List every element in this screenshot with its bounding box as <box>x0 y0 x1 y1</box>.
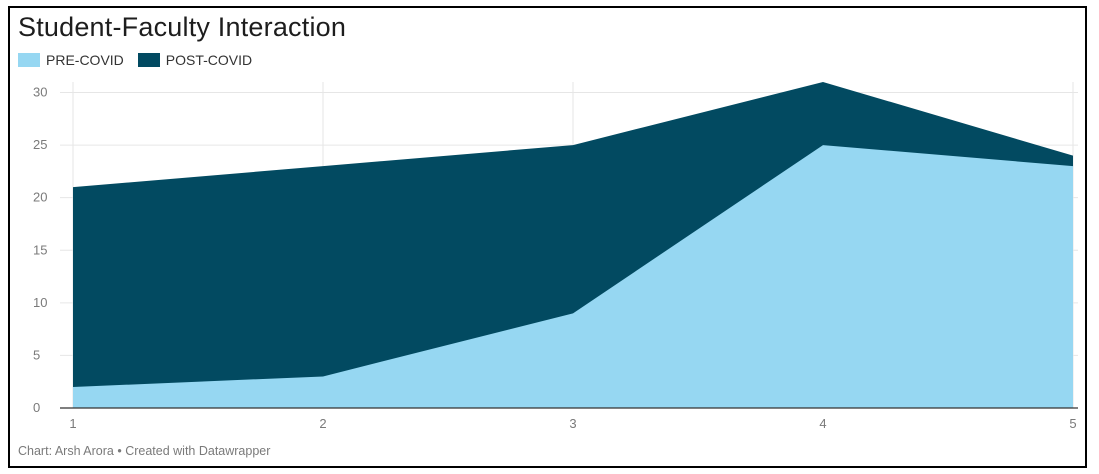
x-tick-label-2: 2 <box>319 416 326 431</box>
legend-item-post-covid: POST-COVID <box>137 52 253 68</box>
y-tick-label-25: 25 <box>33 137 47 152</box>
legend-item-pre-covid: PRE-COVID <box>18 52 124 68</box>
legend-swatch-pre-covid <box>18 53 40 67</box>
y-tick-label-15: 15 <box>33 242 47 257</box>
x-tick-label-3: 3 <box>569 416 576 431</box>
legend-label-post-covid: POST-COVID <box>165 52 253 68</box>
chart-legend: PRE-COVID POST-COVID <box>18 52 252 68</box>
legend-label-pre-covid: PRE-COVID <box>46 52 124 68</box>
area-pre-covid <box>73 145 1073 409</box>
legend-swatch-post-covid <box>137 53 160 67</box>
y-tick-label-10: 10 <box>33 295 47 310</box>
y-tick-label-5: 5 <box>33 347 40 362</box>
y-tick-label-0: 0 <box>33 400 40 415</box>
x-tick-label-5: 5 <box>1069 416 1076 431</box>
chart-title: Student-Faculty Interaction <box>18 12 347 42</box>
x-tick-label-4: 4 <box>819 416 826 431</box>
x-tick-label-1: 1 <box>69 416 76 431</box>
y-tick-label-30: 30 <box>33 85 47 100</box>
area-layer <box>73 81 1073 409</box>
chart-footer: Chart: Arsh Arora • Created with Datawra… <box>18 444 271 458</box>
axis-layer: 0 5 10 15 20 25 30 1 2 3 4 5 <box>33 85 1078 431</box>
y-tick-label-20: 20 <box>33 190 47 205</box>
